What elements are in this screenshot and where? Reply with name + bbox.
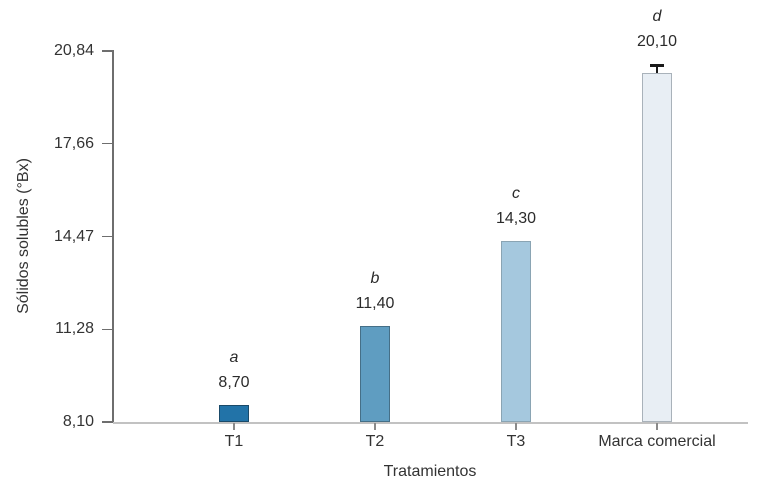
y-tick-label: 17,66 [53, 134, 94, 152]
x-axis-tick [374, 423, 376, 430]
bar-annotation: b 11,40 [305, 266, 445, 316]
bar[interactable] [219, 404, 249, 422]
x-category-label: Marca comercial [598, 433, 716, 450]
bar[interactable] [360, 325, 390, 422]
significance-letter: c [512, 185, 520, 203]
x-category-label: T3 [506, 433, 526, 450]
bar-value-label: 8,70 [218, 373, 250, 391]
y-tick-label: 11,28 [55, 320, 94, 338]
x-axis-title: Tratamientos [383, 463, 477, 480]
y-axis-tick [102, 235, 112, 238]
y-tick-label: 14,47 [53, 227, 94, 245]
x-axis-tick [233, 423, 235, 430]
bar-value-label: 14,30 [495, 210, 537, 228]
bar[interactable] [642, 72, 672, 422]
y-axis-line [112, 50, 114, 423]
y-axis-tick [102, 50, 112, 52]
bar[interactable] [501, 241, 531, 422]
significance-letter: a [229, 348, 239, 366]
error-bar-stem [656, 65, 658, 73]
x-axis-tick [515, 423, 517, 430]
y-tick-label: 8,10 [62, 413, 94, 430]
bar-annotation: c 14,30 [446, 181, 586, 231]
significance-letter: b [370, 269, 380, 287]
x-axis-tick [656, 423, 658, 430]
x-category-label: T1 [224, 433, 244, 450]
error-bar-cap [650, 63, 664, 67]
x-axis-line [113, 422, 748, 424]
significance-letter: d [652, 7, 662, 25]
bar-value-label: 20,10 [636, 32, 678, 50]
y-axis-tick [102, 421, 112, 423]
x-category-label: T2 [365, 433, 385, 450]
bar-value-label: 11,40 [355, 294, 395, 312]
y-axis-tick [102, 142, 112, 145]
bar-annotation: a 8,70 [164, 345, 304, 395]
y-tick-label: 20,84 [53, 42, 94, 59]
y-axis-tick [102, 328, 112, 331]
bar-annotation: d 20,10 [587, 4, 727, 54]
